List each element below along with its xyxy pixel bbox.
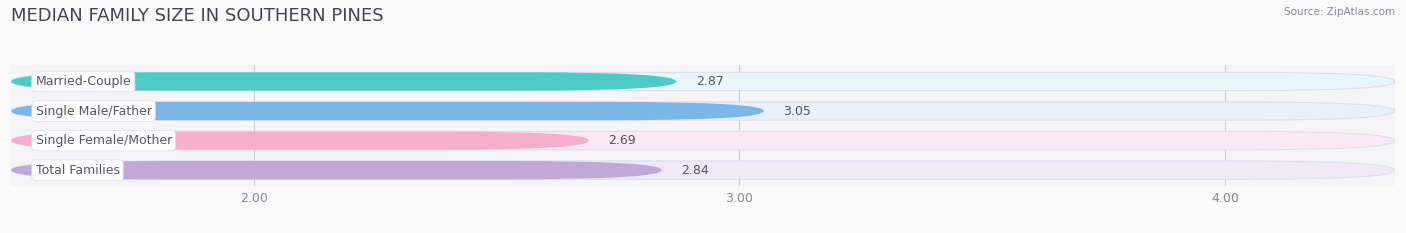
Text: Source: ZipAtlas.com: Source: ZipAtlas.com	[1284, 7, 1395, 17]
FancyBboxPatch shape	[11, 131, 589, 150]
Text: 2.84: 2.84	[681, 164, 709, 177]
Text: Single Male/Father: Single Male/Father	[35, 105, 152, 117]
Text: Total Families: Total Families	[35, 164, 120, 177]
FancyBboxPatch shape	[11, 102, 763, 120]
FancyBboxPatch shape	[11, 72, 676, 91]
Text: 3.05: 3.05	[783, 105, 811, 117]
Text: 2.69: 2.69	[609, 134, 636, 147]
Text: Married-Couple: Married-Couple	[35, 75, 131, 88]
Text: Single Female/Mother: Single Female/Mother	[35, 134, 172, 147]
FancyBboxPatch shape	[11, 161, 1395, 179]
FancyBboxPatch shape	[11, 72, 1395, 91]
FancyBboxPatch shape	[11, 131, 1395, 150]
FancyBboxPatch shape	[11, 102, 1395, 120]
Text: MEDIAN FAMILY SIZE IN SOUTHERN PINES: MEDIAN FAMILY SIZE IN SOUTHERN PINES	[11, 7, 384, 25]
FancyBboxPatch shape	[11, 161, 662, 179]
Text: 2.87: 2.87	[696, 75, 724, 88]
